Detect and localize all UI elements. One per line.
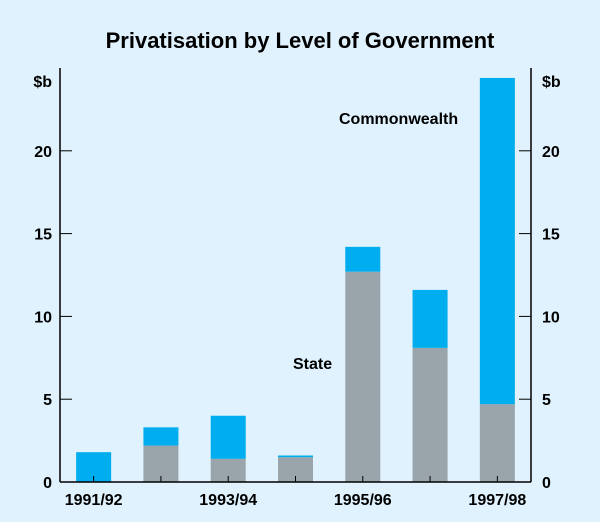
x-tick-label: 1991/92 bbox=[65, 492, 123, 509]
y-axis-label-left: $b bbox=[33, 74, 52, 91]
bar-commonwealth-1993-94 bbox=[210, 415, 246, 459]
x-tick-label: 1995/96 bbox=[334, 492, 392, 509]
annotation-commonwealth: Commonwealth bbox=[339, 111, 458, 128]
y-tick-label-right: 15 bbox=[542, 227, 560, 244]
bar-commonwealth-1995-96 bbox=[345, 246, 381, 272]
x-tick-label: 1993/94 bbox=[199, 492, 257, 509]
y-tick-label-right: 5 bbox=[542, 392, 551, 409]
y-tick-label-left: 20 bbox=[34, 144, 52, 161]
bar-state-1993-94 bbox=[210, 458, 246, 482]
annotation-state: State bbox=[293, 356, 332, 373]
y-tick-label-left: 0 bbox=[43, 475, 52, 492]
x-tick-label: 1997/98 bbox=[468, 492, 526, 509]
bar-state-1997-98 bbox=[479, 404, 515, 482]
y-axis-label-right: $b bbox=[542, 74, 561, 91]
bar-state-1996-97 bbox=[412, 347, 448, 482]
chart-title: Privatisation by Level of Government bbox=[106, 28, 495, 53]
y-tick-label-right: 20 bbox=[542, 144, 560, 161]
y-tick-label-left: 10 bbox=[34, 309, 52, 326]
y-tick-label-left: 15 bbox=[34, 227, 52, 244]
y-tick-label-left: 5 bbox=[43, 392, 52, 409]
bar-state-1992-93 bbox=[143, 445, 179, 482]
bar-commonwealth-1994-95 bbox=[278, 455, 313, 458]
bar-state-1995-96 bbox=[345, 271, 381, 482]
bar-commonwealth-1992-93 bbox=[143, 427, 179, 446]
y-tick-label-right: 10 bbox=[542, 309, 560, 326]
bar-commonwealth-1996-97 bbox=[412, 289, 448, 348]
bar-commonwealth-1997-98 bbox=[479, 77, 515, 405]
y-tick-label-right: 0 bbox=[542, 475, 551, 492]
